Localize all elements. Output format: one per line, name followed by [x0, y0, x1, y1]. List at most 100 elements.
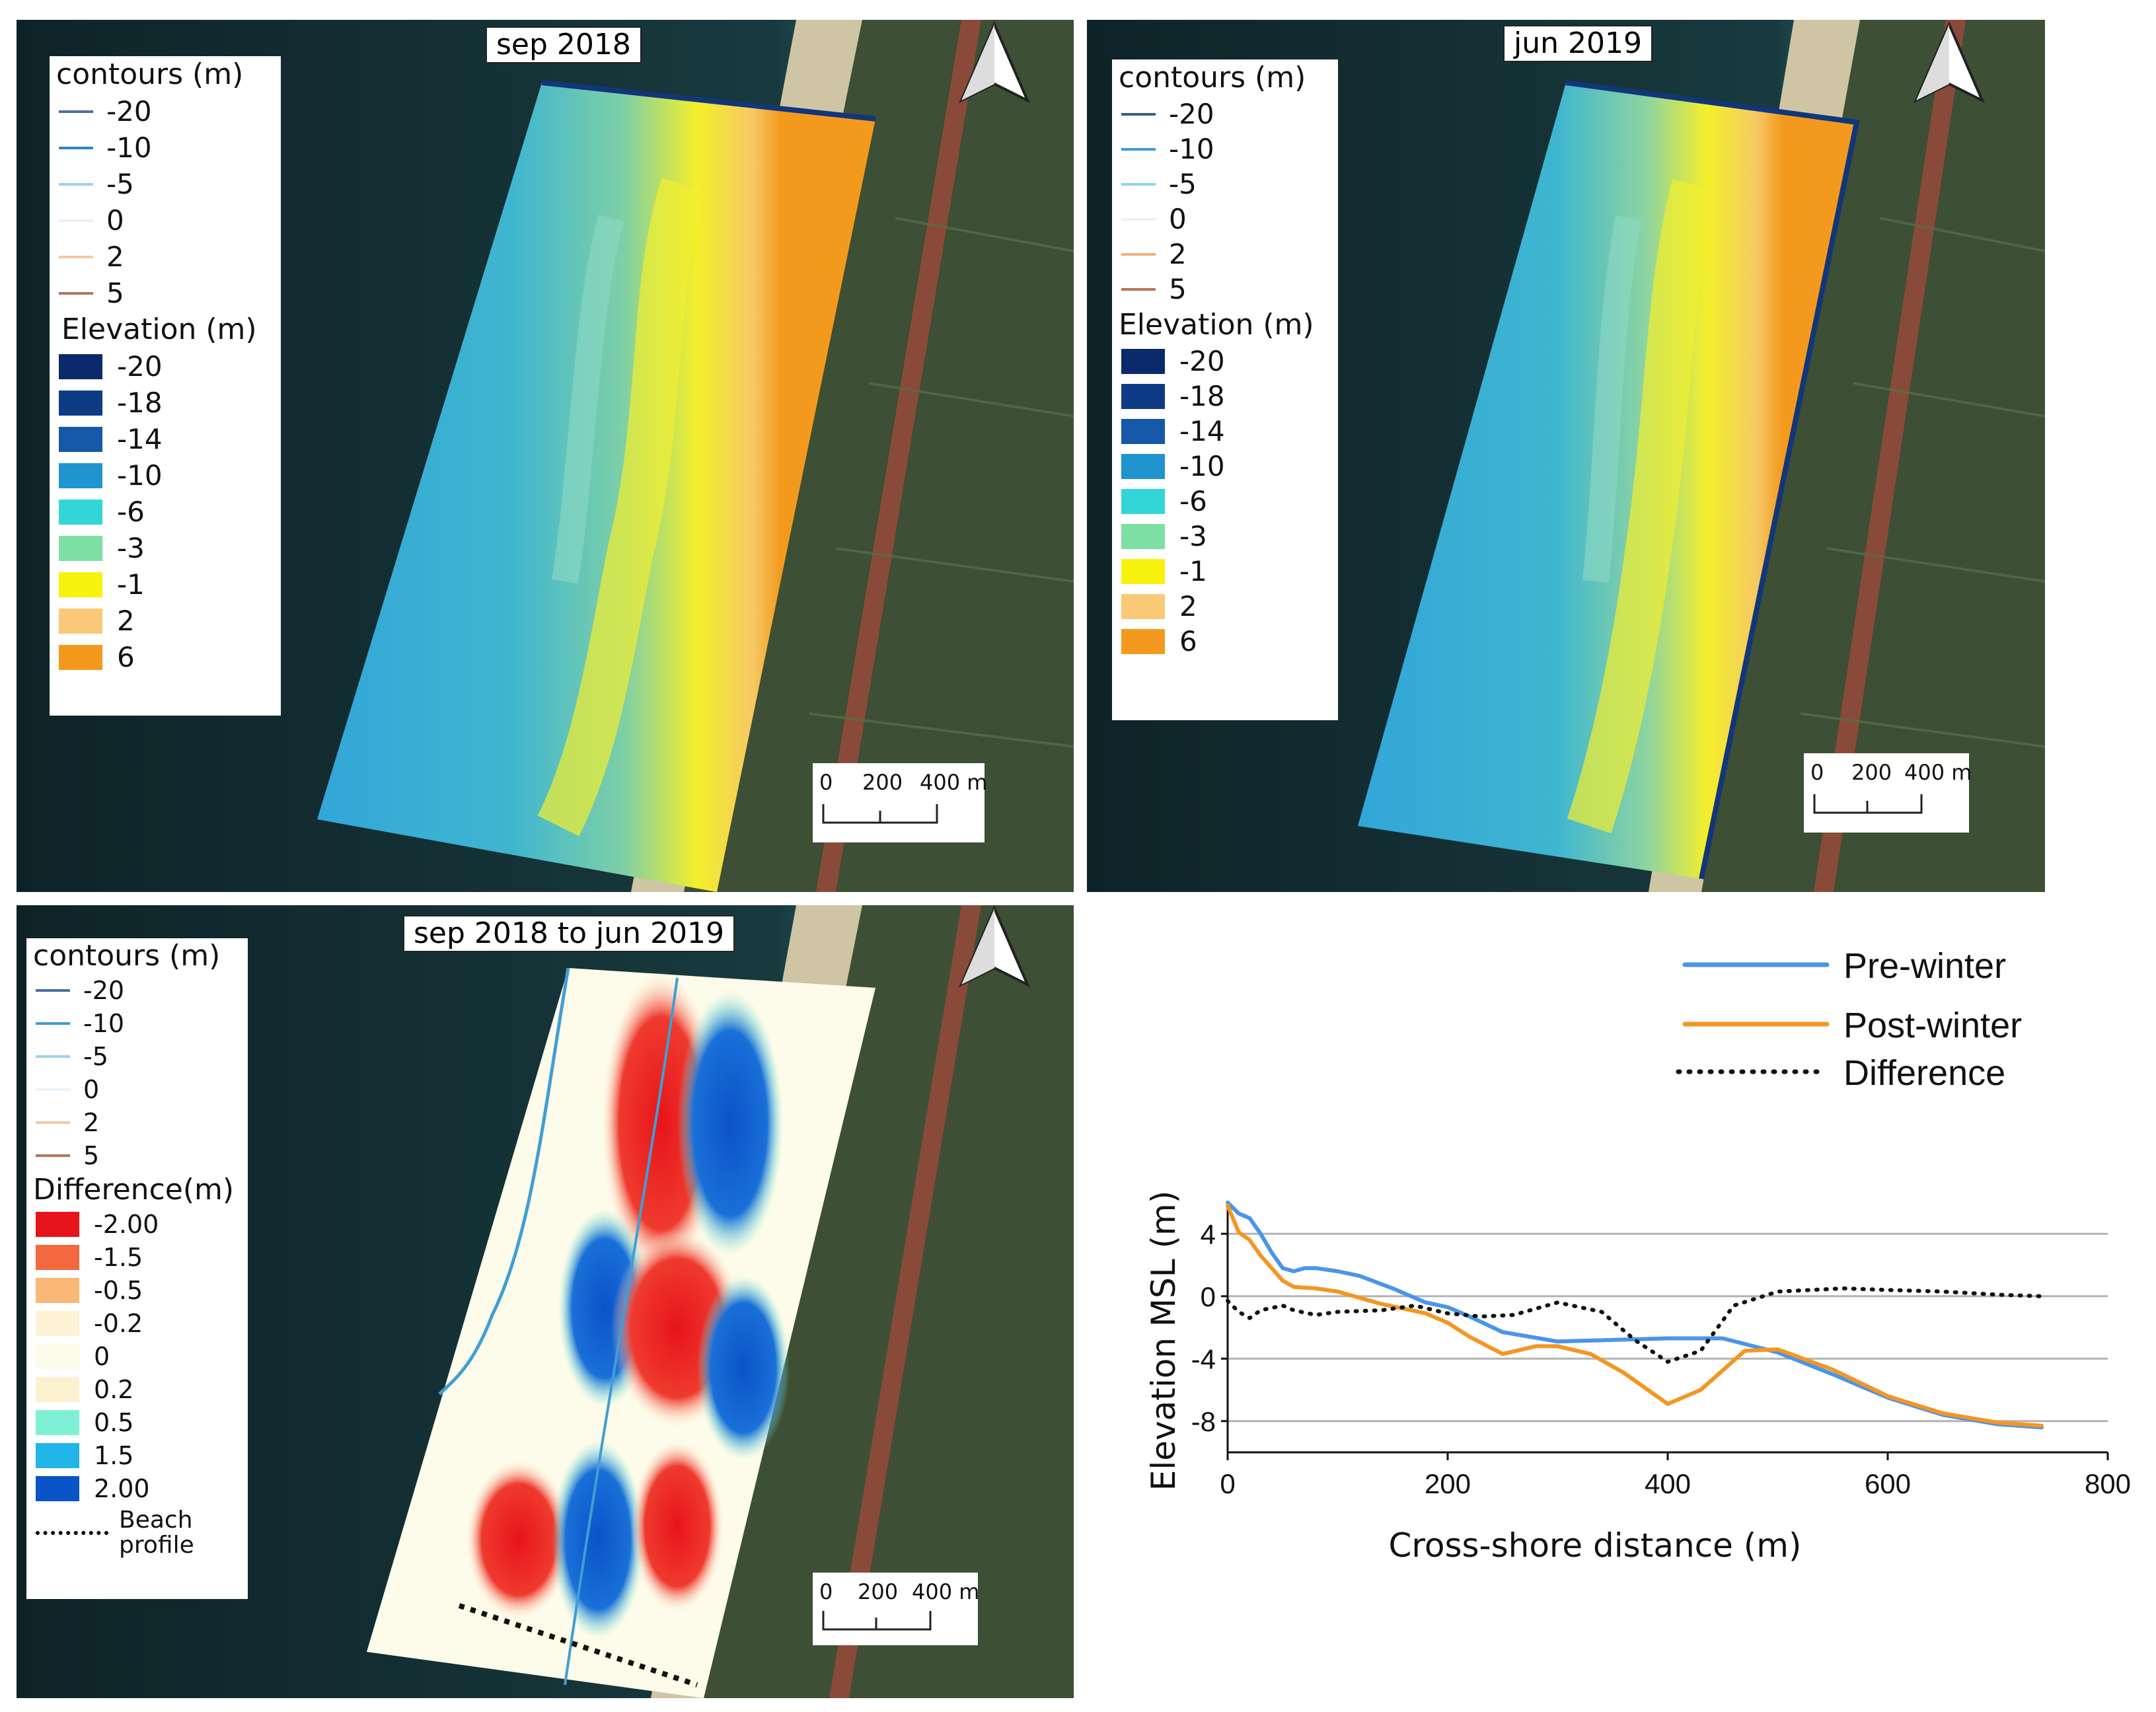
- difference-legend-item: 0.2: [26, 1373, 248, 1406]
- series-line-pre-winter: [1226, 1201, 2044, 1430]
- contour-line-swatch: [1121, 217, 1156, 221]
- legend-label: -10: [1179, 450, 1225, 482]
- panel-title: sep 2018 to jun 2019: [403, 915, 735, 952]
- contour-legend-item: 0: [50, 202, 281, 239]
- x-tick-label: 0: [1220, 1468, 1235, 1499]
- difference-legend-item: 0: [26, 1340, 248, 1373]
- map-legend: contours (m) -20 -10 -5 0 2 5 Difference(m) -…: [26, 938, 248, 1599]
- legend-label: -5: [83, 1042, 108, 1071]
- legend-label: -10: [106, 131, 152, 164]
- contour-legend-item: -5: [50, 166, 281, 202]
- legend-label: -6: [1179, 485, 1207, 517]
- color-swatch: [59, 499, 102, 525]
- y-tick-label: 0: [1201, 1281, 1216, 1312]
- contour-line-swatch: [1121, 252, 1156, 256]
- contour-line-swatch: [1121, 182, 1156, 186]
- x-axis-label: Cross-shore distance (m): [1388, 1526, 1801, 1565]
- color-swatch: [59, 644, 102, 670]
- scale-tick-400: 400 m: [912, 1579, 980, 1604]
- y-tick-label: -4: [1191, 1343, 1216, 1374]
- contour-legend-item: -20: [1112, 96, 1338, 131]
- legend-label: 0: [94, 1342, 110, 1371]
- color-swatch: [59, 426, 102, 452]
- accretion-zone: [697, 1275, 790, 1460]
- legend-label: -20: [117, 350, 163, 383]
- color-swatch: [36, 1245, 79, 1270]
- legend-label: -20: [106, 95, 152, 128]
- accretion-zone: [677, 991, 783, 1255]
- legend-label: -5: [1169, 168, 1197, 200]
- scale-bar: 0 200 400 m: [813, 1573, 980, 1645]
- legend-label: -0.5: [94, 1276, 143, 1305]
- scale-tick-0: 0: [1810, 760, 1824, 785]
- contours-legend-title: contours (m): [33, 939, 221, 973]
- legend-label: 2: [117, 605, 135, 637]
- legend-label: -20: [1179, 345, 1225, 377]
- legend-label: -6: [117, 496, 145, 528]
- legend-label: 2: [1169, 238, 1187, 270]
- contour-legend-item: -20: [50, 93, 281, 130]
- dotted-line-swatch: [36, 1531, 108, 1535]
- color-swatch: [59, 354, 102, 379]
- legend-label: 0.2: [94, 1375, 134, 1404]
- legend-label: 5: [106, 277, 124, 309]
- elevation-legend-item: -14: [1112, 414, 1338, 449]
- elevation-legend-item: -3: [50, 530, 281, 566]
- contours-legend-title: contours (m): [56, 57, 244, 91]
- contour-legend-item: -5: [1112, 167, 1338, 202]
- difference-legend-item: -2.00: [26, 1208, 248, 1241]
- color-swatch: [36, 1212, 79, 1237]
- elevation-legend-item: 6: [50, 639, 281, 675]
- color-swatch: [59, 608, 102, 634]
- elevation-legend-title: Elevation (m): [61, 313, 257, 346]
- contour-line-swatch: [59, 291, 93, 295]
- contour-legend-item: 5: [1112, 272, 1338, 307]
- legend-label: 6: [1179, 625, 1197, 657]
- contour-line-swatch: [59, 146, 93, 149]
- contour-legend-item: 0: [26, 1073, 248, 1106]
- elevation-legend-item: -20: [50, 348, 281, 385]
- y-tick-label: -8: [1191, 1406, 1216, 1437]
- contour-line-swatch: [59, 255, 93, 258]
- erosion-zone: [631, 1440, 724, 1612]
- contour-legend-item: -10: [50, 130, 281, 166]
- north-arrow-icon: [1913, 21, 1986, 104]
- legend-label: -20: [1169, 98, 1214, 130]
- elevation-legend-item: -10: [50, 457, 281, 494]
- elevation-legend-item: -1: [1112, 554, 1338, 589]
- legend-label: Post-winter: [1843, 1006, 2022, 1045]
- contour-line-swatch: [59, 110, 93, 113]
- scale-tick-200: 200: [1851, 760, 1892, 785]
- difference-legend-item: -1.5: [26, 1241, 248, 1274]
- map-panel-jun-2019: jun 2019 contours (m) -20 -10 -5 0 2 5 Elevat…: [1087, 20, 2045, 892]
- color-swatch: [36, 1443, 79, 1468]
- contour-line-swatch: [1121, 112, 1156, 116]
- difference-legend-item: 0.5: [26, 1406, 248, 1439]
- beach-profile-label-1: Beach: [119, 1507, 193, 1534]
- contour-legend-item: 0: [1112, 202, 1338, 237]
- legend-label: -14: [1179, 415, 1225, 447]
- scale-tick-400: 400 m: [1904, 760, 1972, 785]
- legend-label: Difference: [1843, 1053, 2005, 1093]
- elevation-legend-item: 6: [1112, 624, 1338, 659]
- legend-label: -10: [117, 459, 163, 492]
- elevation-legend-item: -10: [1112, 449, 1338, 484]
- contour-legend-item: 2: [1112, 237, 1338, 272]
- elevation-legend-item: -6: [50, 494, 281, 530]
- contours-legend-title: contours (m): [1119, 61, 1306, 94]
- north-arrow-icon: [958, 905, 1031, 988]
- accretion-zone: [552, 1440, 644, 1639]
- color-swatch: [1121, 488, 1165, 514]
- color-swatch: [1121, 348, 1165, 374]
- contour-line-swatch: [36, 1154, 70, 1157]
- contour-line-swatch: [1121, 287, 1156, 291]
- legend-label: -5: [106, 168, 134, 200]
- elevation-legend-item: -1: [50, 566, 281, 603]
- scale-bar: 0 200 400 m: [813, 763, 987, 842]
- color-swatch: [1121, 453, 1165, 479]
- contour-legend-item: 2: [50, 239, 281, 275]
- scale-tick-0: 0: [819, 770, 833, 795]
- contour-line-swatch: [36, 1088, 70, 1091]
- legend-label: -20: [83, 976, 125, 1005]
